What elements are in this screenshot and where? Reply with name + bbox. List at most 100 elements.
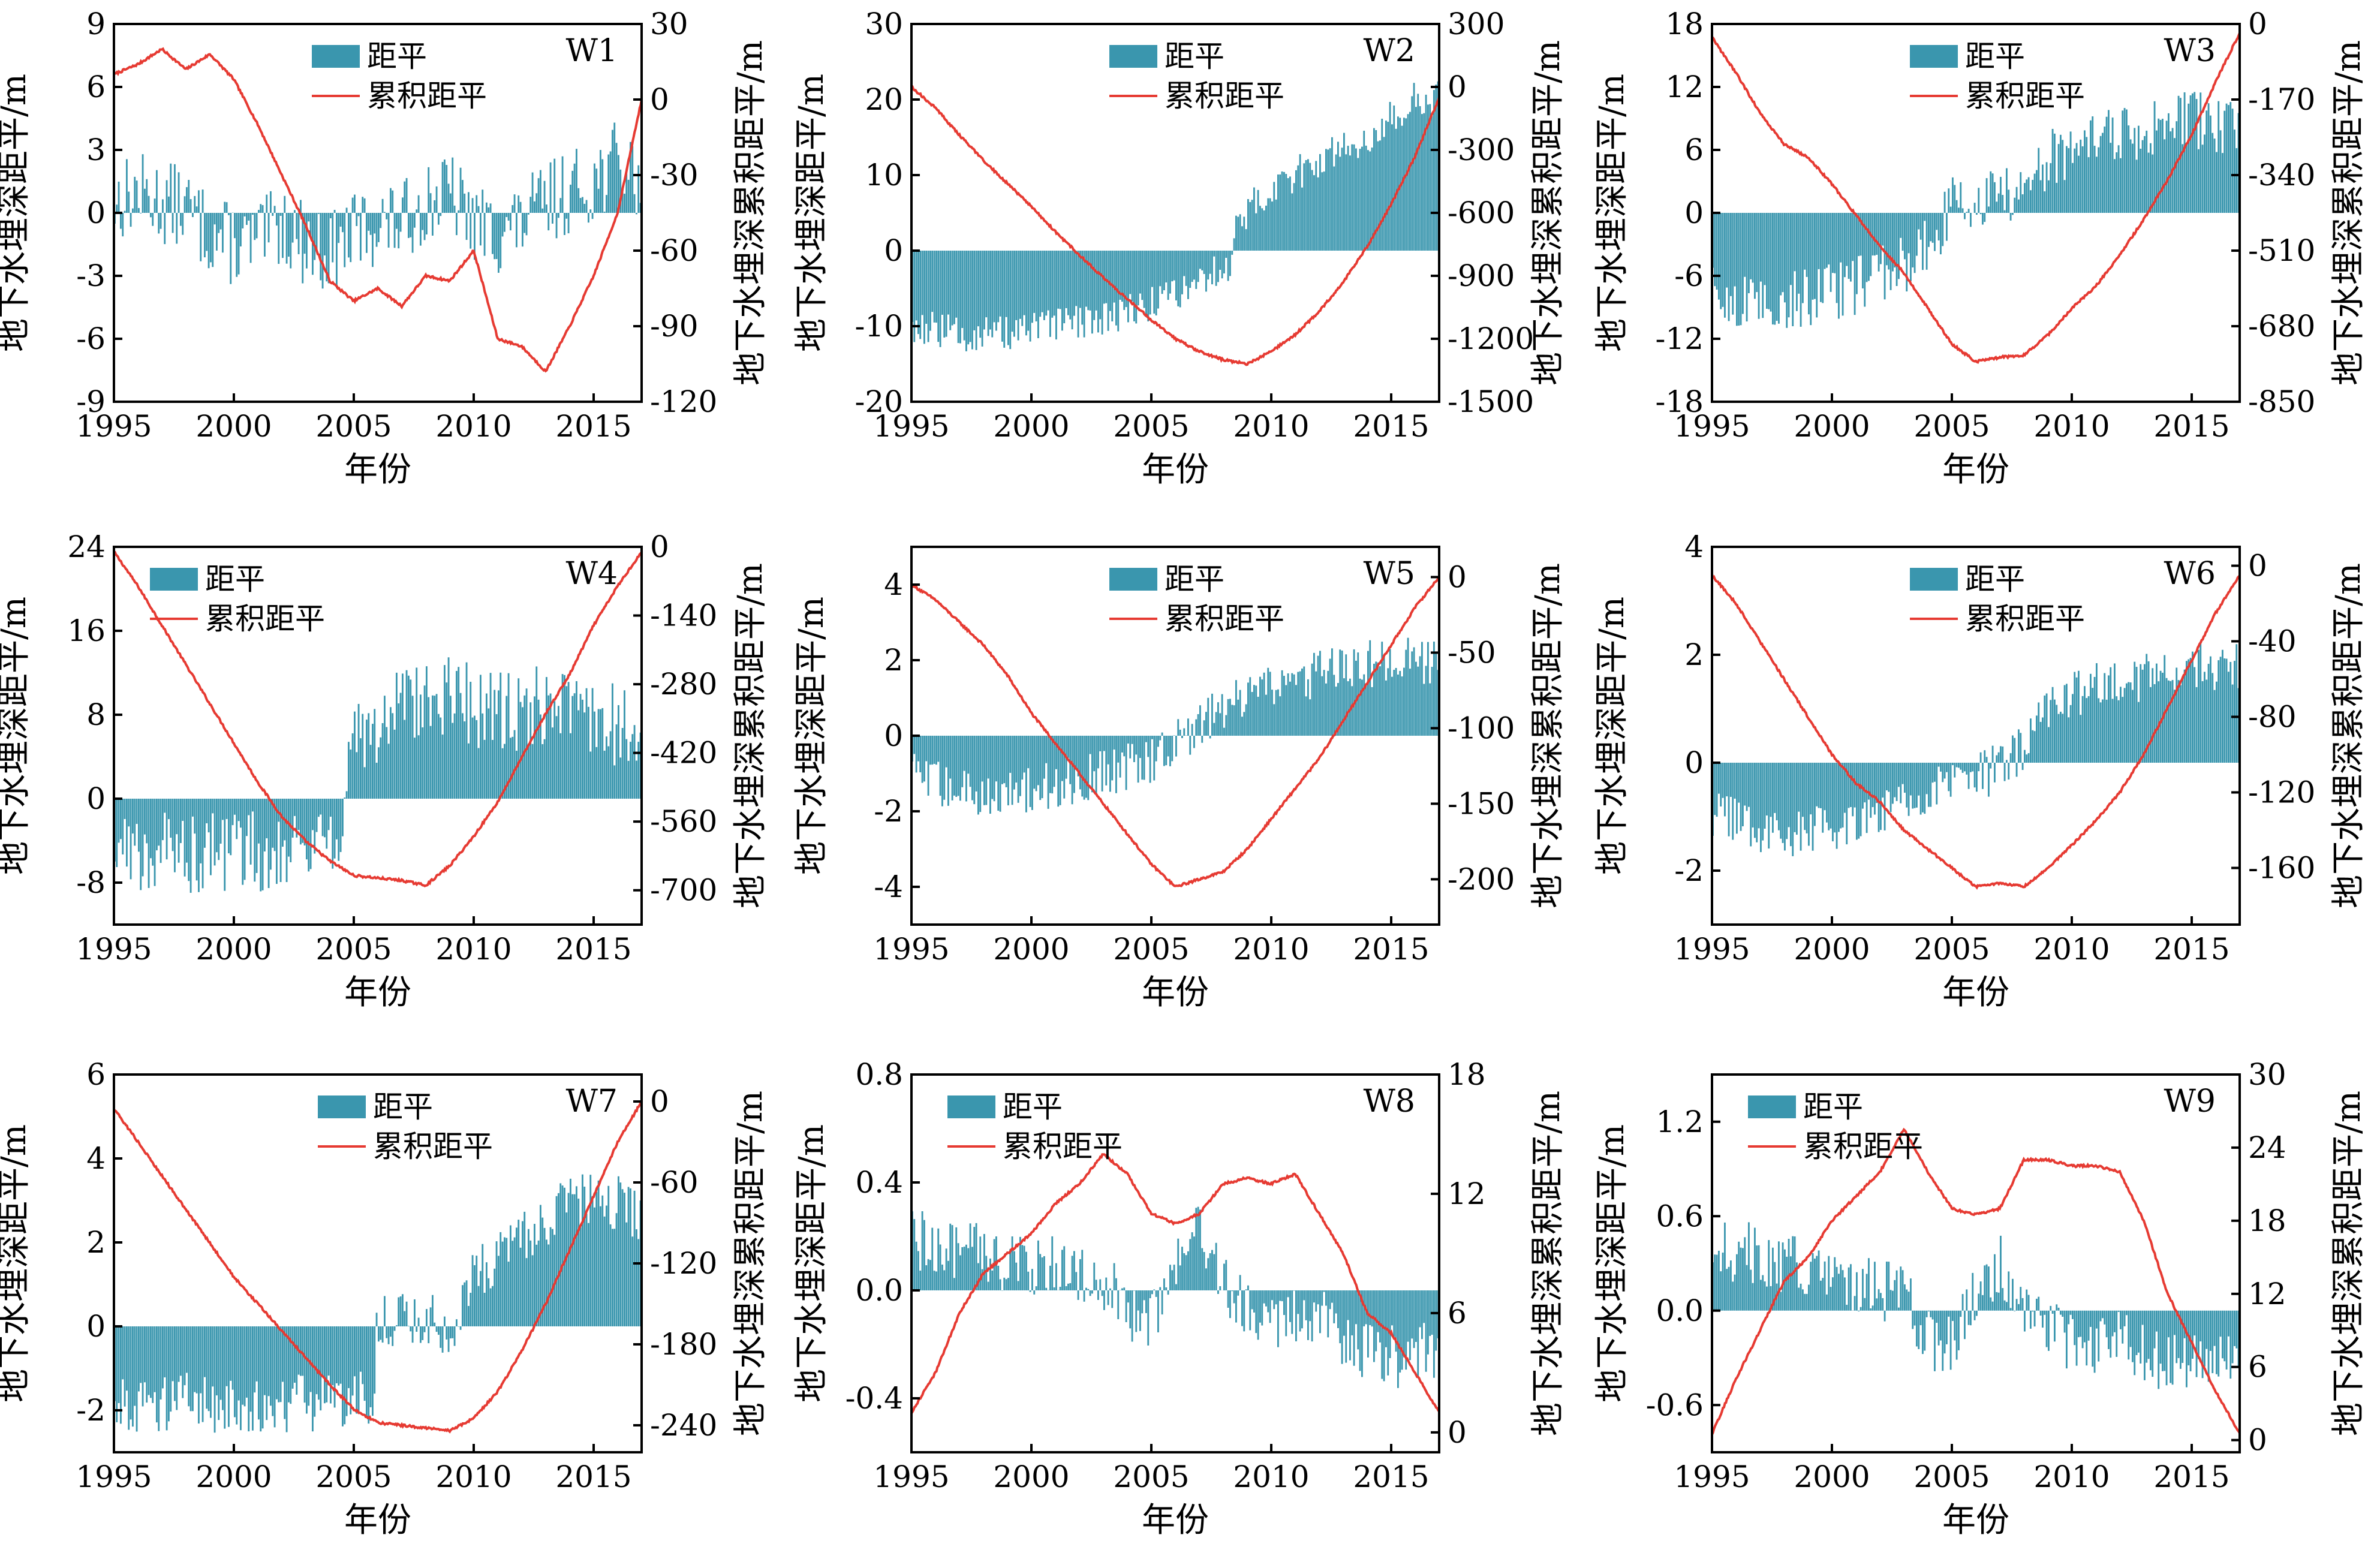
anomaly-bar [2056, 182, 2058, 213]
anomaly-bar [474, 715, 476, 799]
anomaly-bar [2000, 1235, 2002, 1311]
anomaly-bar [571, 170, 574, 213]
anomaly-bar [975, 736, 977, 791]
anomaly-bar [1868, 763, 1870, 800]
anomaly-bar [609, 151, 612, 213]
anomaly-bar [1165, 1287, 1168, 1290]
anomaly-bar [1271, 201, 1273, 251]
anomaly-bar [2069, 705, 2072, 763]
anomaly-bar [266, 194, 268, 213]
anomaly-bar [2024, 183, 2026, 213]
anomaly-bar [2032, 1310, 2034, 1312]
anomaly-bar [492, 213, 494, 254]
anomaly-bar [534, 201, 535, 213]
anomaly-bar [1167, 736, 1169, 757]
anomaly-bar [1818, 213, 1820, 269]
anomaly-bar [160, 213, 162, 229]
y-right-tick-label: 300 [1448, 7, 1505, 41]
anomaly-bar [2134, 661, 2136, 763]
y-right-tick-label: 30 [650, 7, 688, 41]
anomaly-bar [591, 213, 594, 219]
anomaly-bar [1029, 736, 1031, 807]
anomaly-bar [979, 251, 982, 338]
anomaly-bar [564, 675, 565, 799]
y-right-tick-label: -60 [650, 233, 699, 268]
anomaly-bar [368, 1326, 370, 1424]
anomaly-bar [2060, 134, 2062, 213]
anomaly-bar [595, 747, 598, 799]
anomaly-bar [1848, 763, 1850, 808]
anomaly-bar [546, 1239, 547, 1326]
anomaly-bar [953, 1278, 955, 1290]
anomaly-bar [1013, 251, 1015, 337]
anomaly-bar [937, 1228, 940, 1290]
anomaly-bar [366, 720, 368, 799]
anomaly-bar [446, 682, 448, 799]
anomaly-bar [2116, 1310, 2118, 1357]
anomaly-bar [511, 736, 514, 799]
anomaly-bar [348, 213, 350, 258]
anomaly-bar [2002, 195, 2004, 213]
anomaly-bar [2213, 139, 2216, 213]
anomaly-bar [955, 1227, 958, 1290]
anomaly-bar [2188, 659, 2190, 763]
anomaly-bar [1239, 1275, 1241, 1290]
anomaly-bar [1019, 736, 1021, 796]
anomaly-bar [2099, 702, 2102, 763]
anomaly-bar [261, 799, 264, 890]
anomaly-bar [1081, 251, 1084, 325]
x-axis-label: 年份 [344, 1501, 411, 1540]
anomaly-bar [1265, 205, 1267, 251]
anomaly-bar [1325, 149, 1327, 251]
y-right-tick-label: -680 [2248, 309, 2315, 344]
anomaly-bar [339, 799, 342, 852]
anomaly-bar [1109, 1288, 1111, 1290]
anomaly-bar [1203, 1251, 1205, 1290]
anomaly-bar [1883, 1310, 1886, 1322]
anomaly-bar [1219, 713, 1221, 736]
anomaly-bar [1239, 214, 1241, 251]
anomaly-bar [1279, 1290, 1281, 1301]
anomaly-bar [1979, 213, 1982, 215]
anomaly-bar [1251, 1290, 1253, 1310]
anomaly-bar [1979, 1281, 1982, 1311]
anomaly-bar [1133, 251, 1135, 321]
anomaly-bar [1249, 201, 1251, 251]
anomaly-bar [1327, 670, 1329, 736]
anomaly-bar [1381, 1290, 1383, 1379]
anomaly-bar [390, 1326, 392, 1337]
y-left-tick-label: -0.4 [846, 1381, 903, 1416]
anomaly-bar [1283, 676, 1285, 736]
anomaly-bar [2198, 649, 2200, 763]
anomaly-bar [182, 213, 184, 235]
anomaly-bar [156, 799, 158, 851]
anomaly-bar [200, 799, 202, 863]
anomaly-bar [1163, 251, 1165, 291]
anomaly-bar [1427, 642, 1429, 736]
anomaly-bar [1129, 736, 1132, 759]
anomaly-bar [1175, 251, 1177, 301]
anomaly-bar [342, 799, 344, 836]
anomaly-bar [338, 1326, 340, 1386]
anomaly-bar [501, 748, 504, 799]
anomaly-bar [589, 209, 592, 213]
anomaly-bar [1299, 154, 1301, 251]
anomaly-bar [411, 213, 414, 253]
anomaly-bar [1930, 1310, 1932, 1317]
anomaly-bar [955, 251, 958, 318]
anomaly-bar [2198, 149, 2200, 213]
anomaly-bar [414, 213, 416, 228]
anomaly-bar [997, 736, 1000, 811]
anomaly-bar [506, 213, 508, 217]
anomaly-bar [1355, 660, 1357, 736]
anomaly-bar [236, 213, 238, 277]
anomaly-bar [483, 739, 486, 799]
anomaly-bar [267, 213, 270, 243]
anomaly-bar [1149, 1290, 1151, 1299]
anomaly-bar [1115, 736, 1117, 793]
x-tick-label: 2000 [993, 932, 1069, 967]
anomaly-bar [1824, 763, 1826, 811]
anomaly-bar [308, 213, 310, 222]
anomaly-bar [237, 1326, 240, 1401]
anomaly-bar [1181, 251, 1183, 294]
